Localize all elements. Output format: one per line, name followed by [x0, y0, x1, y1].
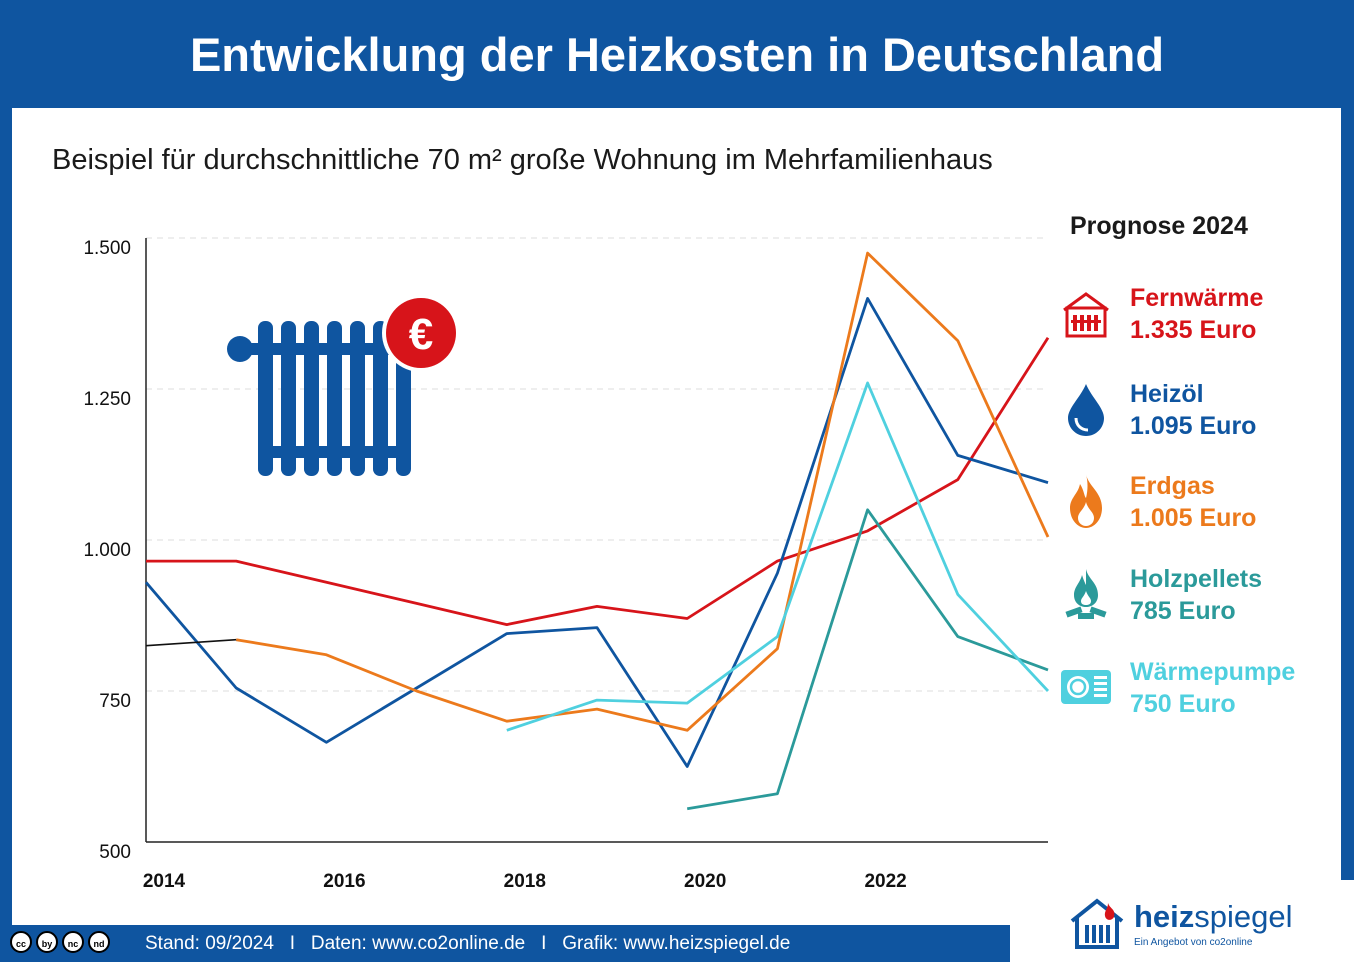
legend-name: Heizöl	[1130, 380, 1204, 408]
legend-name: Erdgas	[1130, 472, 1215, 500]
legend-value: 1.005 Euro	[1130, 504, 1257, 532]
heat-pump-icon	[1061, 670, 1111, 704]
legend-value: 750 Euro	[1130, 690, 1236, 718]
legend-name: Wärmepumpe	[1130, 658, 1296, 686]
x-tick-label: 2018	[504, 871, 546, 892]
legend-item-fernwaerme: Fernwärme 1.335 Euro	[1058, 284, 1318, 354]
oil-drop-icon	[1068, 384, 1104, 436]
y-tick-labels: 500 750 1.000 1.250 1.500	[83, 238, 131, 863]
district-heating-icon	[1063, 292, 1109, 338]
prognose-label: Prognose 2024	[1070, 212, 1248, 240]
y-tick-label: 750	[99, 691, 131, 712]
heizspiegel-logo[interactable]: heizspiegel Ein Angebot von co2online	[1068, 897, 1293, 956]
y-tick-label: 1.000	[83, 540, 131, 561]
x-tick-label: 2016	[323, 871, 365, 892]
x-tick-label: 2014	[143, 871, 186, 892]
flame-icon	[1070, 474, 1102, 528]
series-line-wärmepumpe	[506, 381, 1050, 732]
svg-text:€: €	[409, 310, 433, 359]
legend-value: 1.335 Euro	[1130, 316, 1257, 344]
page-title: Entwicklung der Heizkosten in Deutschlan…	[189, 27, 1165, 81]
series-line-erdgas	[235, 251, 1050, 732]
legend-item-waermepumpe: Wärmepumpe 750 Euro	[1058, 658, 1318, 728]
series-line-holzpellets	[686, 508, 1049, 811]
chart-panel	[12, 108, 1341, 925]
y-tick-label: 1.500	[83, 238, 131, 259]
y-tick-label: 1.250	[83, 389, 131, 410]
pellet-fire-icon	[1065, 569, 1107, 619]
grid-lines	[146, 237, 1048, 692]
legend-value: 1.095 Euro	[1130, 412, 1257, 440]
house-radiator-icon	[1070, 898, 1124, 949]
footer: cc by nc nd Stand: 09/2024 I Daten: www.…	[0, 925, 1354, 962]
series-line	[145, 638, 237, 647]
series-line-heizöl	[144, 296, 1049, 768]
legend-name: Fernwärme	[1130, 284, 1264, 312]
chart-subtitle: Beispiel für durchschnittliche 70 m² gro…	[52, 144, 993, 176]
series-lines	[144, 251, 1050, 811]
x-tick-labels: 2014 2016 2018 2020 2022	[143, 871, 907, 892]
brand-area	[1010, 880, 1354, 962]
y-tick-label: 500	[99, 842, 131, 863]
nd-icon: nd	[88, 931, 110, 953]
x-tick-label: 2022	[864, 871, 906, 892]
brand-name: heizspiegel	[1134, 899, 1293, 934]
radiator-euro-icon: €	[227, 294, 460, 476]
series-line-fernwärme	[146, 336, 1050, 626]
brand-tagline: Ein Angebot von co2online	[1134, 937, 1253, 948]
legend-item-heizoel: Heizöl 1.095 Euro	[1058, 380, 1318, 450]
x-tick-label: 2020	[684, 871, 726, 892]
nc-icon: nc	[62, 931, 84, 953]
footer-credits: Stand: 09/2024 I Daten: www.co2online.de…	[145, 933, 791, 954]
legend-item-erdgas: Erdgas 1.005 Euro	[1058, 472, 1318, 542]
legend-name: Holzpellets	[1130, 565, 1262, 593]
legend-item-holzpellets: Holzpellets 785 Euro	[1058, 565, 1318, 635]
by-icon: by	[36, 931, 58, 953]
creative-commons-badge[interactable]: cc by nc nd	[10, 931, 110, 953]
legend-value: 785 Euro	[1130, 597, 1236, 625]
header: Entwicklung der Heizkosten in Deutschlan…	[0, 0, 1354, 108]
cc-icon: cc	[10, 931, 32, 953]
